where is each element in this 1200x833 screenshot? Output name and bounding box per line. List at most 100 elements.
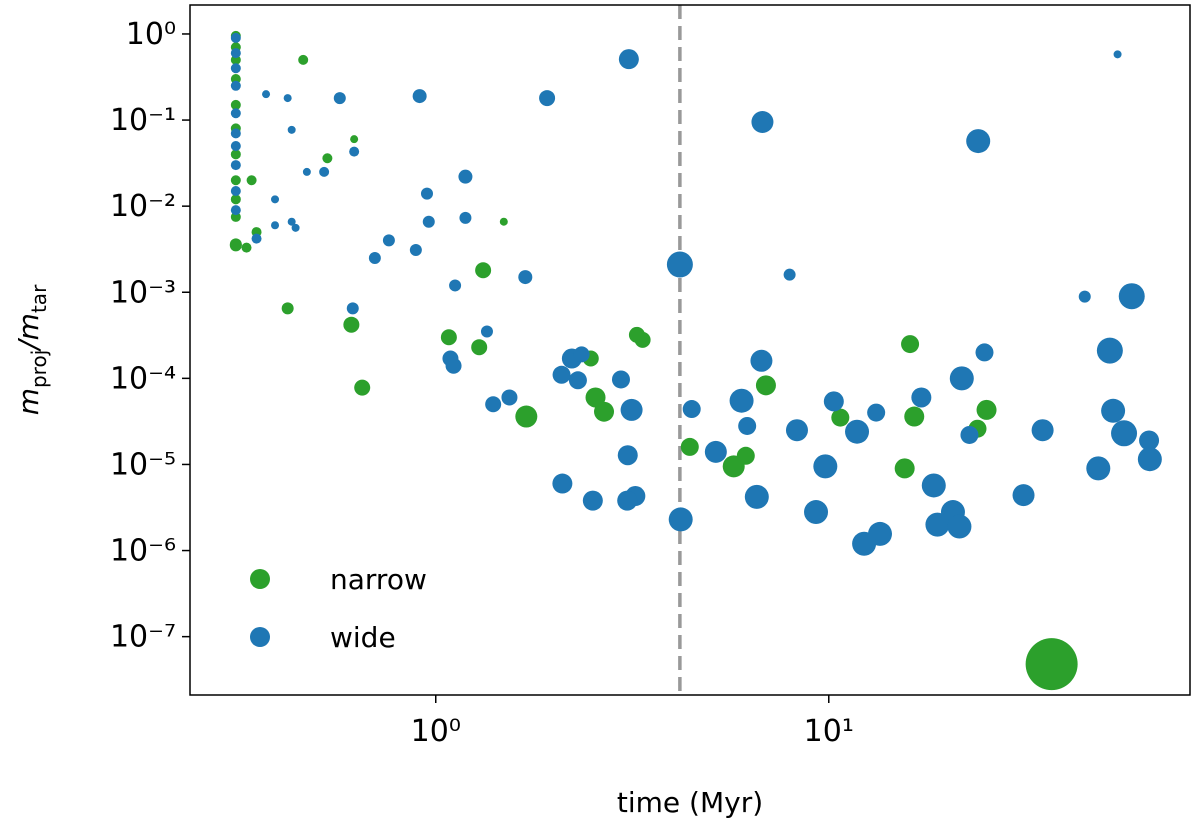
y-tick-label: 10⁰ <box>126 17 176 52</box>
point <box>925 512 950 537</box>
point <box>901 335 920 354</box>
point <box>1139 430 1160 451</box>
point <box>1096 337 1123 364</box>
point <box>241 242 252 253</box>
point <box>904 406 925 427</box>
point <box>322 153 333 164</box>
point <box>515 405 538 428</box>
y-label-part: m <box>12 388 45 415</box>
x-axis-label: time (Myr) <box>617 786 763 819</box>
point <box>349 146 360 157</box>
y-tick-label: 10⁻⁴ <box>110 361 176 396</box>
point <box>319 166 330 177</box>
point <box>1086 456 1111 481</box>
point <box>459 211 472 224</box>
point <box>440 329 457 346</box>
point <box>845 419 870 444</box>
point <box>458 169 473 184</box>
point <box>230 175 241 186</box>
point <box>1012 484 1035 507</box>
point <box>302 167 311 176</box>
point <box>573 346 590 363</box>
point <box>246 175 257 186</box>
point <box>1025 638 1078 691</box>
point <box>382 234 395 247</box>
point <box>813 454 838 479</box>
x-tick-label: 10¹ <box>804 714 854 749</box>
point <box>230 194 241 205</box>
point <box>422 215 435 228</box>
legend-label: narrow <box>330 563 427 596</box>
point <box>729 388 754 413</box>
point <box>449 279 462 292</box>
point <box>751 110 774 133</box>
point <box>409 243 422 256</box>
point <box>666 251 693 278</box>
point <box>230 205 241 216</box>
point <box>755 375 776 396</box>
point <box>680 437 699 456</box>
point <box>230 80 241 91</box>
y-axis-label: mproj/mtar <box>12 284 51 415</box>
point <box>230 99 241 110</box>
x-tick-label: 10⁰ <box>411 714 461 749</box>
point <box>966 129 991 154</box>
point <box>230 140 241 151</box>
point <box>420 187 433 200</box>
point <box>1113 50 1122 59</box>
point <box>552 365 571 384</box>
y-tick-label: 10⁻² <box>110 189 176 224</box>
point <box>804 500 829 525</box>
point <box>343 316 360 333</box>
point <box>230 160 241 171</box>
point <box>518 270 533 285</box>
point <box>668 507 693 532</box>
point <box>620 398 643 421</box>
point <box>894 458 915 479</box>
point <box>831 408 850 427</box>
point <box>975 343 994 362</box>
point <box>501 389 518 406</box>
point <box>783 268 796 281</box>
point <box>230 108 241 119</box>
point <box>750 349 773 372</box>
point <box>1031 419 1054 442</box>
point <box>1111 420 1138 447</box>
legend-label: wide <box>330 621 396 654</box>
point <box>291 223 300 232</box>
legend-marker <box>250 569 270 589</box>
point <box>628 326 645 343</box>
point <box>350 135 359 144</box>
point <box>960 425 979 444</box>
y-tick-label: 10⁻⁶ <box>110 534 176 569</box>
point <box>287 125 296 134</box>
point <box>947 514 972 539</box>
point <box>736 446 755 465</box>
point <box>744 484 769 509</box>
point <box>1137 447 1162 472</box>
y-tick-label: 10⁻⁵ <box>110 447 176 482</box>
plot-frame <box>189 4 1191 696</box>
point <box>412 89 427 104</box>
point <box>471 339 488 356</box>
point <box>475 262 492 279</box>
point <box>230 186 241 197</box>
point <box>368 251 381 264</box>
point <box>298 54 309 65</box>
point <box>1101 398 1126 423</box>
point <box>271 195 280 204</box>
y-label-part: proj <box>27 350 51 388</box>
point <box>594 401 615 422</box>
point <box>852 531 877 556</box>
point <box>911 387 932 408</box>
point <box>617 490 638 511</box>
point <box>445 357 462 374</box>
point <box>271 221 280 230</box>
point <box>618 49 639 70</box>
point <box>539 90 556 107</box>
point <box>617 445 638 466</box>
y-tick-label: 10⁻³ <box>110 275 176 310</box>
point <box>552 473 573 494</box>
point <box>582 490 603 511</box>
